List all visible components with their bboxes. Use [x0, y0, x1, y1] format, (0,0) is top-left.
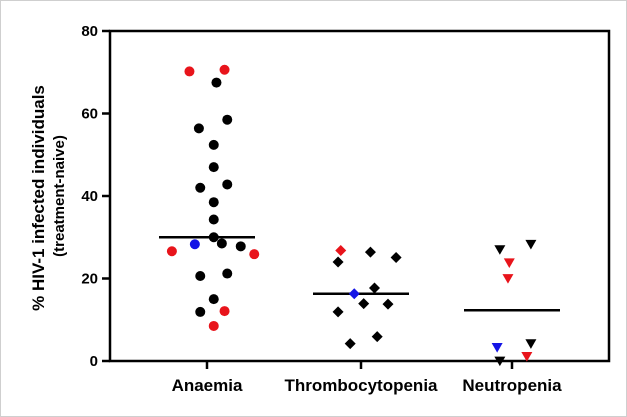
- data-point-circle: [208, 214, 219, 225]
- data-point-circle: [222, 268, 233, 279]
- data-point-diamond: [332, 256, 344, 268]
- data-point-circle: [184, 66, 195, 77]
- data-point-circle: [208, 294, 219, 305]
- data-point-circle: [208, 320, 219, 331]
- data-point-diamond: [364, 246, 376, 258]
- data-point-circle: [222, 114, 233, 125]
- y-axis-sublabel: (treatment-naive): [51, 135, 68, 257]
- data-point-circle: [193, 123, 204, 134]
- data-point-triangle: [525, 239, 537, 250]
- data-point-circle: [195, 182, 206, 193]
- data-point-diamond: [348, 288, 360, 300]
- data-point-circle: [189, 239, 200, 250]
- data-point-triangle: [494, 245, 506, 255]
- y-tick-label: 0: [90, 353, 98, 370]
- x-category-label: Anaemia: [172, 376, 243, 395]
- data-point-circle: [216, 238, 227, 249]
- data-point-circle: [195, 306, 206, 317]
- y-axis-label: % HIV-1 infected individuals: [29, 85, 48, 311]
- data-points: [166, 64, 537, 367]
- data-point-circle: [208, 232, 219, 243]
- data-point-circle: [211, 77, 222, 88]
- x-category-label: Thrombocytopenia: [284, 376, 438, 395]
- data-point-circle: [208, 162, 219, 173]
- data-point-triangle: [502, 274, 514, 284]
- data-point-circle: [219, 306, 230, 317]
- data-point-diamond: [358, 298, 370, 310]
- y-tick-label: 40: [81, 188, 98, 205]
- data-point-triangle: [491, 342, 503, 353]
- y-axis-title: % HIV-1 infected individuals (treatment-…: [29, 85, 68, 311]
- data-point-circle: [235, 241, 246, 252]
- y-tick-label: 60: [81, 106, 98, 123]
- data-point-circle: [249, 249, 260, 260]
- data-point-diamond: [369, 282, 380, 294]
- data-point-circle: [208, 197, 219, 208]
- data-point-diamond: [371, 331, 383, 343]
- data-point-triangle: [503, 258, 515, 268]
- y-tick-label: 20: [81, 271, 98, 288]
- data-point-diamond: [335, 244, 347, 256]
- data-point-diamond: [344, 338, 356, 350]
- data-point-circle: [195, 271, 206, 282]
- data-point-diamond: [390, 251, 402, 263]
- data-point-circle: [219, 64, 230, 75]
- data-point-circle: [208, 139, 219, 150]
- median-lines: [159, 236, 560, 312]
- data-point-diamond: [382, 298, 394, 310]
- data-point-circle: [222, 179, 233, 190]
- axes: 0 20 40 60 80 Anaemia Thrombocytopenia Neutrope…: [81, 23, 611, 395]
- data-point-triangle: [494, 356, 506, 367]
- data-point-circle: [166, 246, 177, 257]
- data-point-triangle: [525, 339, 537, 349]
- data-point-triangle: [521, 352, 533, 362]
- x-category-label: Neutropenia: [462, 376, 562, 395]
- y-tick-label: 80: [81, 23, 98, 40]
- data-point-diamond: [332, 306, 344, 318]
